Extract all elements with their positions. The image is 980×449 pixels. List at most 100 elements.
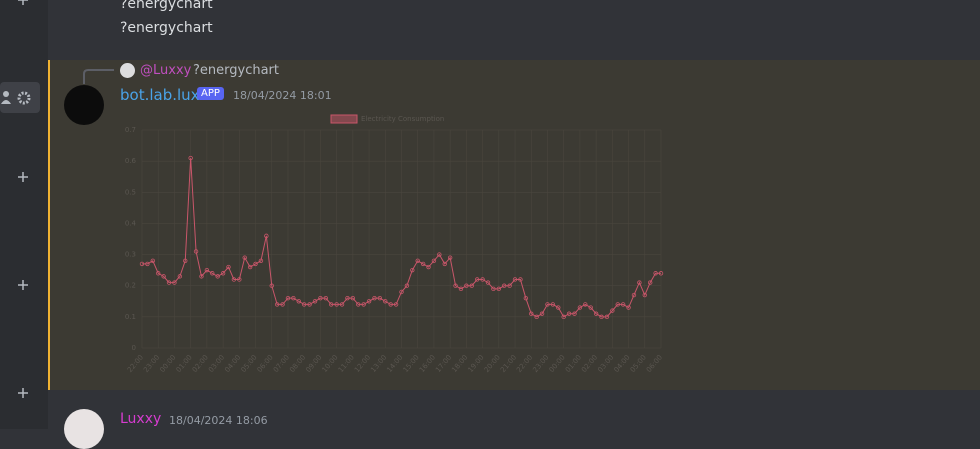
point <box>345 295 350 301</box>
point <box>523 295 529 301</box>
point <box>415 258 420 263</box>
point <box>161 274 166 279</box>
point <box>583 302 588 307</box>
y-tick-label: 0.4 <box>125 219 137 227</box>
y-tick-label: 0 <box>132 344 136 352</box>
timestamp: 18/04/2024 18:06 <box>169 414 268 427</box>
x-tick-label: 22:00 <box>126 353 145 374</box>
reply-connector <box>83 69 114 84</box>
x-tick-label: 06:00 <box>645 353 664 374</box>
point <box>431 258 437 263</box>
next-author[interactable]: Luxxy <box>120 411 162 427</box>
reply-avatar[interactable] <box>120 63 135 78</box>
point <box>372 295 377 301</box>
point <box>437 252 442 257</box>
point <box>653 271 658 276</box>
point <box>620 302 626 307</box>
point <box>264 233 269 239</box>
point <box>420 261 426 267</box>
point <box>604 314 610 320</box>
point <box>469 283 474 288</box>
x-tick-label: 03:00 <box>207 353 226 374</box>
point <box>610 308 615 313</box>
x-tick-label: 20:00 <box>483 353 502 374</box>
x-tick-label: 01:00 <box>564 353 583 374</box>
point <box>637 280 642 285</box>
timestamp: 18/04/2024 18:01 <box>233 89 332 102</box>
mention-highlight <box>48 60 980 390</box>
point <box>242 255 247 260</box>
point <box>323 295 329 301</box>
point <box>139 261 145 267</box>
point <box>356 302 361 307</box>
bot-author[interactable]: bot.lab.lux <box>120 86 200 104</box>
point <box>226 264 231 270</box>
point <box>291 295 296 301</box>
y-tick-label: 0.6 <box>125 157 137 165</box>
point <box>545 302 550 307</box>
x-tick-label: 03:00 <box>596 353 615 374</box>
point <box>166 280 172 285</box>
user-icon <box>3 91 9 97</box>
point <box>647 280 653 285</box>
point <box>593 311 599 316</box>
point <box>215 274 220 279</box>
x-tick-label: 11:00 <box>337 353 356 374</box>
point <box>199 274 204 279</box>
point <box>491 286 496 292</box>
point <box>334 302 339 307</box>
plus-icons <box>18 0 28 398</box>
point <box>399 289 404 295</box>
point <box>566 311 572 316</box>
reply-author[interactable]: @Luxxy <box>140 63 192 78</box>
bot-avatar[interactable] <box>64 85 104 125</box>
point <box>383 299 388 304</box>
x-tick-label: 22:00 <box>515 353 534 374</box>
x-tick-label: 14:00 <box>385 353 404 374</box>
x-tick-label: 08:00 <box>288 353 307 374</box>
x-tick-label: 07:00 <box>272 353 291 374</box>
point <box>329 302 334 307</box>
user-avatar[interactable] <box>64 409 104 449</box>
point <box>361 302 366 307</box>
point <box>280 302 285 307</box>
point <box>502 283 507 288</box>
point <box>274 302 280 307</box>
gear-icon[interactable] <box>17 91 31 105</box>
legend-label: Electricity Consumption <box>361 115 444 123</box>
y-tick-label: 0.5 <box>125 188 136 196</box>
point <box>377 295 383 301</box>
y-tick-label: 0.7 <box>125 126 136 134</box>
x-tick-label: 05:00 <box>239 353 258 374</box>
point <box>404 283 410 288</box>
point <box>572 311 577 316</box>
x-tick-label: 01:00 <box>175 353 194 374</box>
x-tick-label: 04:00 <box>223 353 242 374</box>
point <box>550 302 556 307</box>
point <box>599 314 604 320</box>
point <box>658 271 664 276</box>
point <box>588 305 593 310</box>
point <box>237 277 242 282</box>
point <box>534 314 539 320</box>
y-tick-label: 0.2 <box>125 282 136 290</box>
x-tick-label: 05:00 <box>629 353 648 374</box>
point <box>485 280 491 285</box>
point <box>204 267 210 273</box>
point <box>193 249 199 254</box>
point <box>561 314 566 320</box>
x-tick-label: 21:00 <box>499 353 518 374</box>
point <box>518 277 523 282</box>
point <box>615 302 620 307</box>
point <box>577 305 583 310</box>
x-tick-label: 12:00 <box>353 353 372 374</box>
sidebar-icons <box>0 0 40 398</box>
message-text: ?energychart <box>120 0 213 12</box>
point <box>631 292 637 298</box>
x-tick-label: 00:00 <box>548 353 567 374</box>
x-tick-label: 23:00 <box>142 353 161 374</box>
x-tick-label: 15:00 <box>402 353 421 374</box>
x-tick-label: 16:00 <box>418 353 437 374</box>
point <box>556 305 561 310</box>
legend-swatch <box>330 114 358 124</box>
